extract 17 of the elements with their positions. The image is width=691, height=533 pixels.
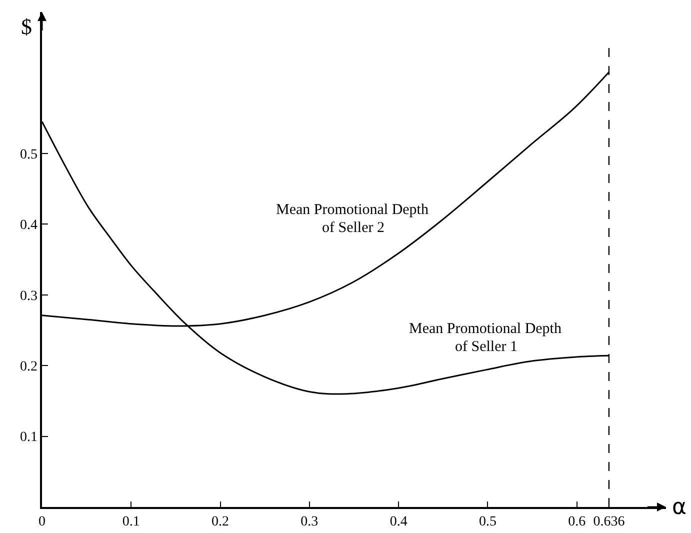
- y-axis-title: $: [21, 14, 32, 39]
- x-tick-label: 0.636: [593, 514, 625, 530]
- y-tick-label: 0.5: [20, 147, 38, 162]
- x-tick-label: 0.6: [568, 514, 586, 530]
- series-label: Mean Promotional Depth of Seller 1: [409, 321, 562, 355]
- x-tick-label: 0.5: [478, 514, 496, 530]
- y-tick-label: 0.3: [20, 288, 38, 304]
- x-tick-label: 0.2: [212, 514, 230, 530]
- x-tick-label: 0.4: [390, 514, 408, 530]
- x-axis-title: α: [672, 495, 687, 520]
- x-tick-label: 0.1: [122, 514, 140, 530]
- x-tick-label: 0.3: [300, 514, 318, 530]
- y-tick-label: 0.4: [20, 218, 38, 234]
- y-tick-label: 0.1: [20, 430, 38, 446]
- y-tick-label: 0.2: [20, 359, 38, 374]
- series-label: Mean Promotional Depth of Seller 2: [276, 202, 429, 236]
- x-tick-label: 0: [38, 514, 46, 530]
